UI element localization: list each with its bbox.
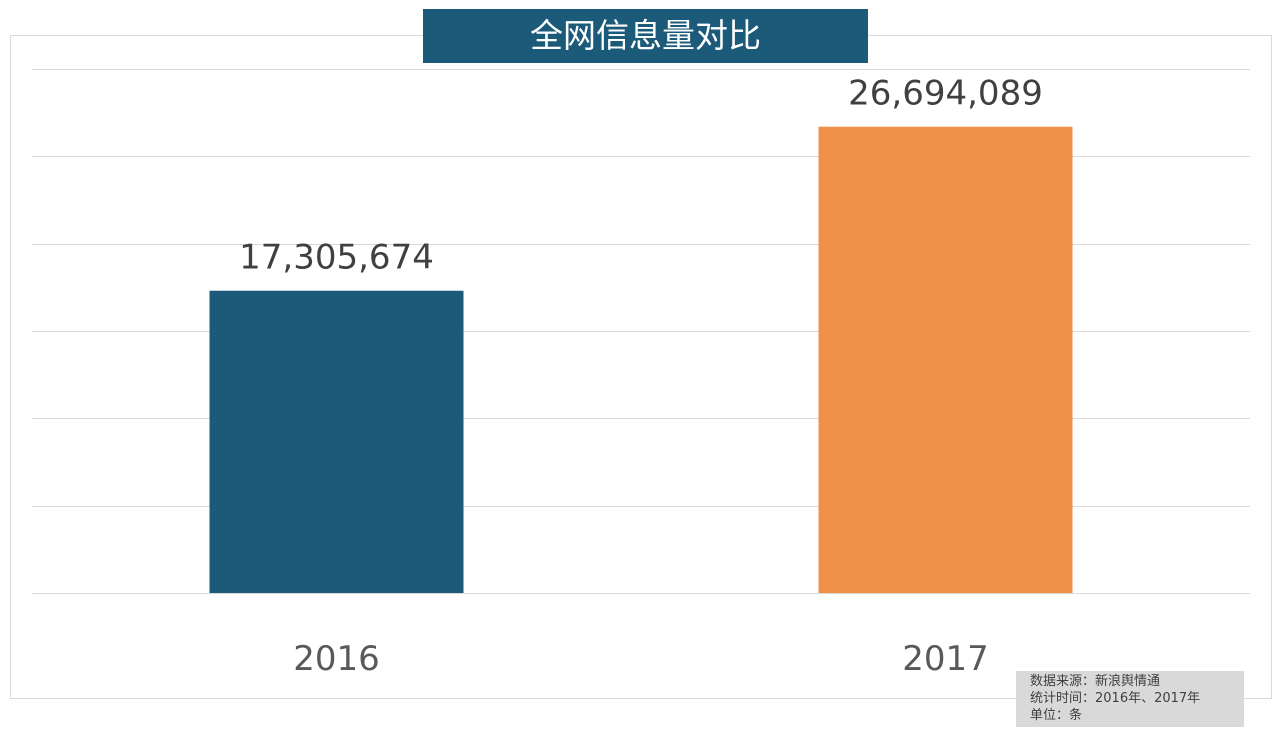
bar-2017	[818, 126, 1073, 593]
chart-title: 全网信息量对比	[423, 9, 868, 63]
x-tick-label: 2016	[293, 639, 380, 679]
data-label: 26,694,089	[848, 74, 1043, 114]
period-line: 统计时间：2016年、2017年	[1030, 691, 1201, 706]
bar-2016	[209, 290, 464, 593]
source-note: 数据来源：新浪舆情通 统计时间：2016年、2017年 单位：条	[1016, 671, 1244, 727]
x-tick-label: 2017	[902, 639, 989, 679]
data-label: 17,305,674	[239, 238, 434, 278]
source-line: 数据来源：新浪舆情通	[1030, 674, 1161, 689]
unit-line: 单位：条	[1030, 708, 1083, 723]
